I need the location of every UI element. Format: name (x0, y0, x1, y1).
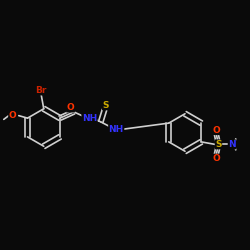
Text: S: S (102, 101, 109, 110)
Text: O: O (9, 111, 16, 120)
Text: NH: NH (82, 114, 97, 123)
Text: NH: NH (108, 125, 124, 134)
Text: O: O (67, 103, 74, 112)
Text: O: O (213, 154, 220, 163)
Text: Br: Br (36, 86, 47, 95)
Text: N: N (228, 140, 236, 149)
Text: O: O (213, 126, 220, 134)
Text: S: S (215, 140, 222, 149)
